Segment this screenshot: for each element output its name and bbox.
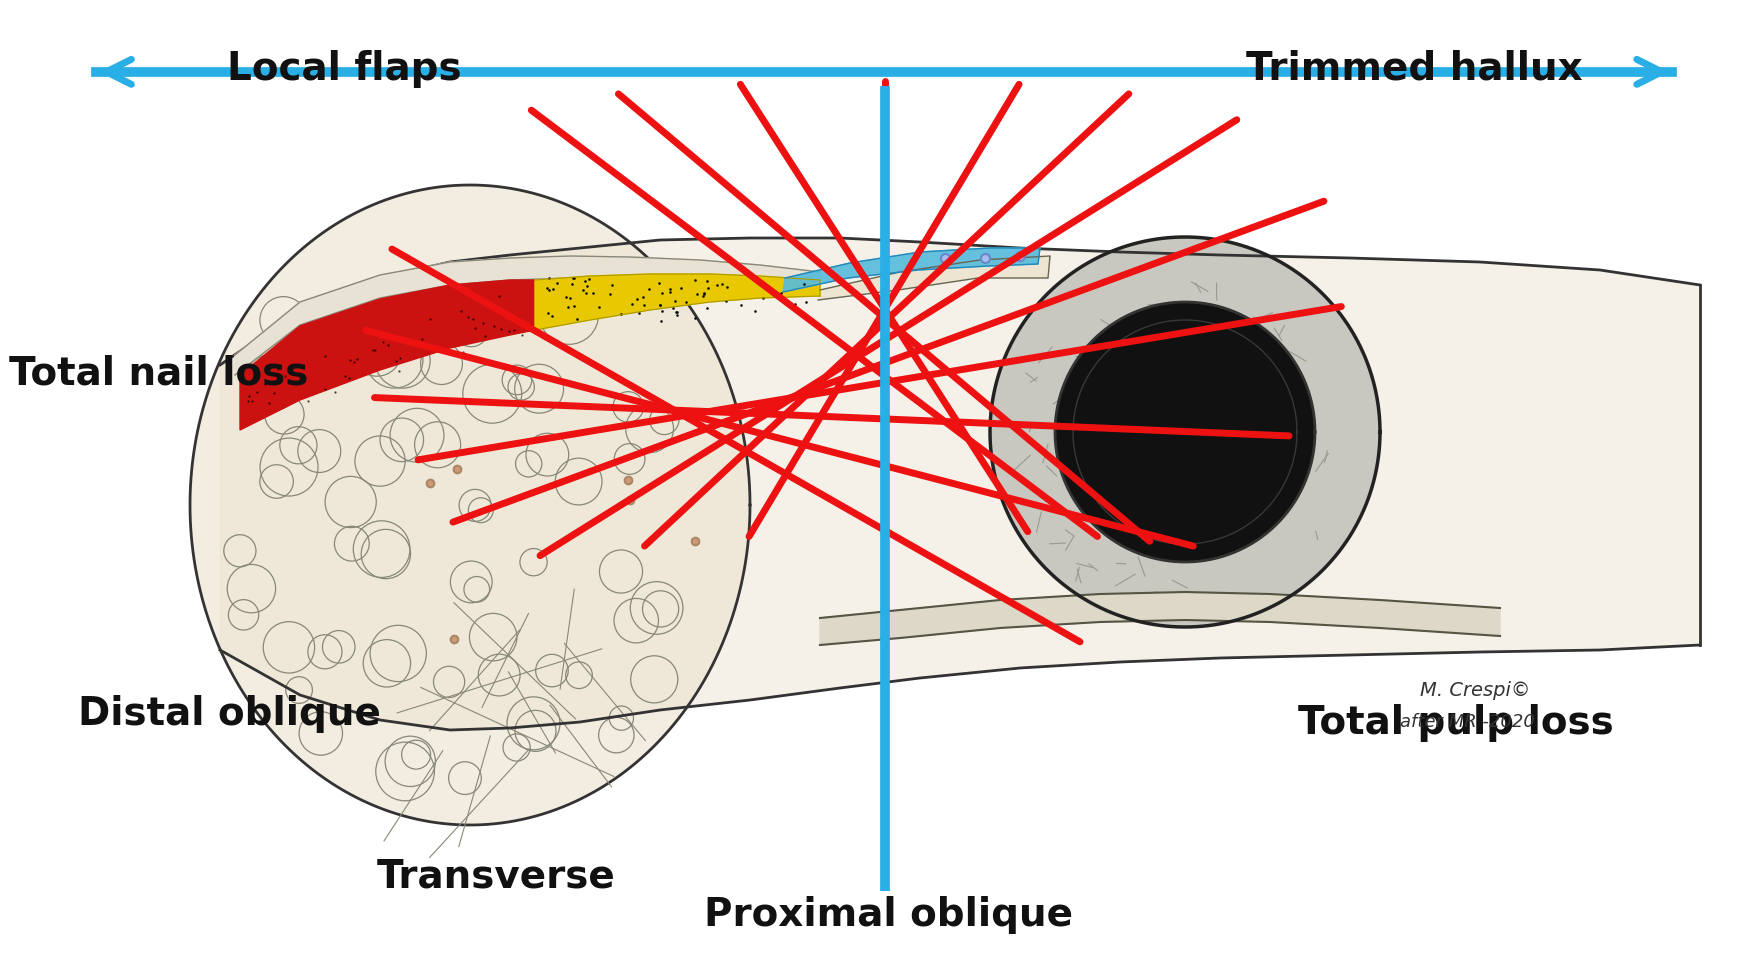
Text: M. Crespi©: M. Crespi©	[1420, 680, 1531, 699]
Polygon shape	[235, 256, 820, 375]
Polygon shape	[219, 238, 1700, 730]
Polygon shape	[240, 280, 535, 430]
Polygon shape	[819, 256, 1050, 300]
Text: after MR -2020: after MR -2020	[1401, 713, 1535, 731]
Text: Transverse: Transverse	[376, 857, 617, 896]
Text: Local flaps: Local flaps	[226, 50, 462, 88]
Text: Distal oblique: Distal oblique	[78, 695, 381, 733]
Polygon shape	[535, 274, 820, 330]
Polygon shape	[190, 185, 751, 825]
Text: Proximal oblique: Proximal oblique	[704, 896, 1073, 934]
Text: Total nail loss: Total nail loss	[9, 354, 308, 393]
Polygon shape	[1056, 302, 1315, 562]
Text: Trimmed hallux: Trimmed hallux	[1246, 50, 1582, 88]
Polygon shape	[989, 237, 1380, 627]
Polygon shape	[820, 592, 1500, 645]
Polygon shape	[782, 248, 1040, 292]
Text: Total pulp loss: Total pulp loss	[1298, 704, 1613, 742]
